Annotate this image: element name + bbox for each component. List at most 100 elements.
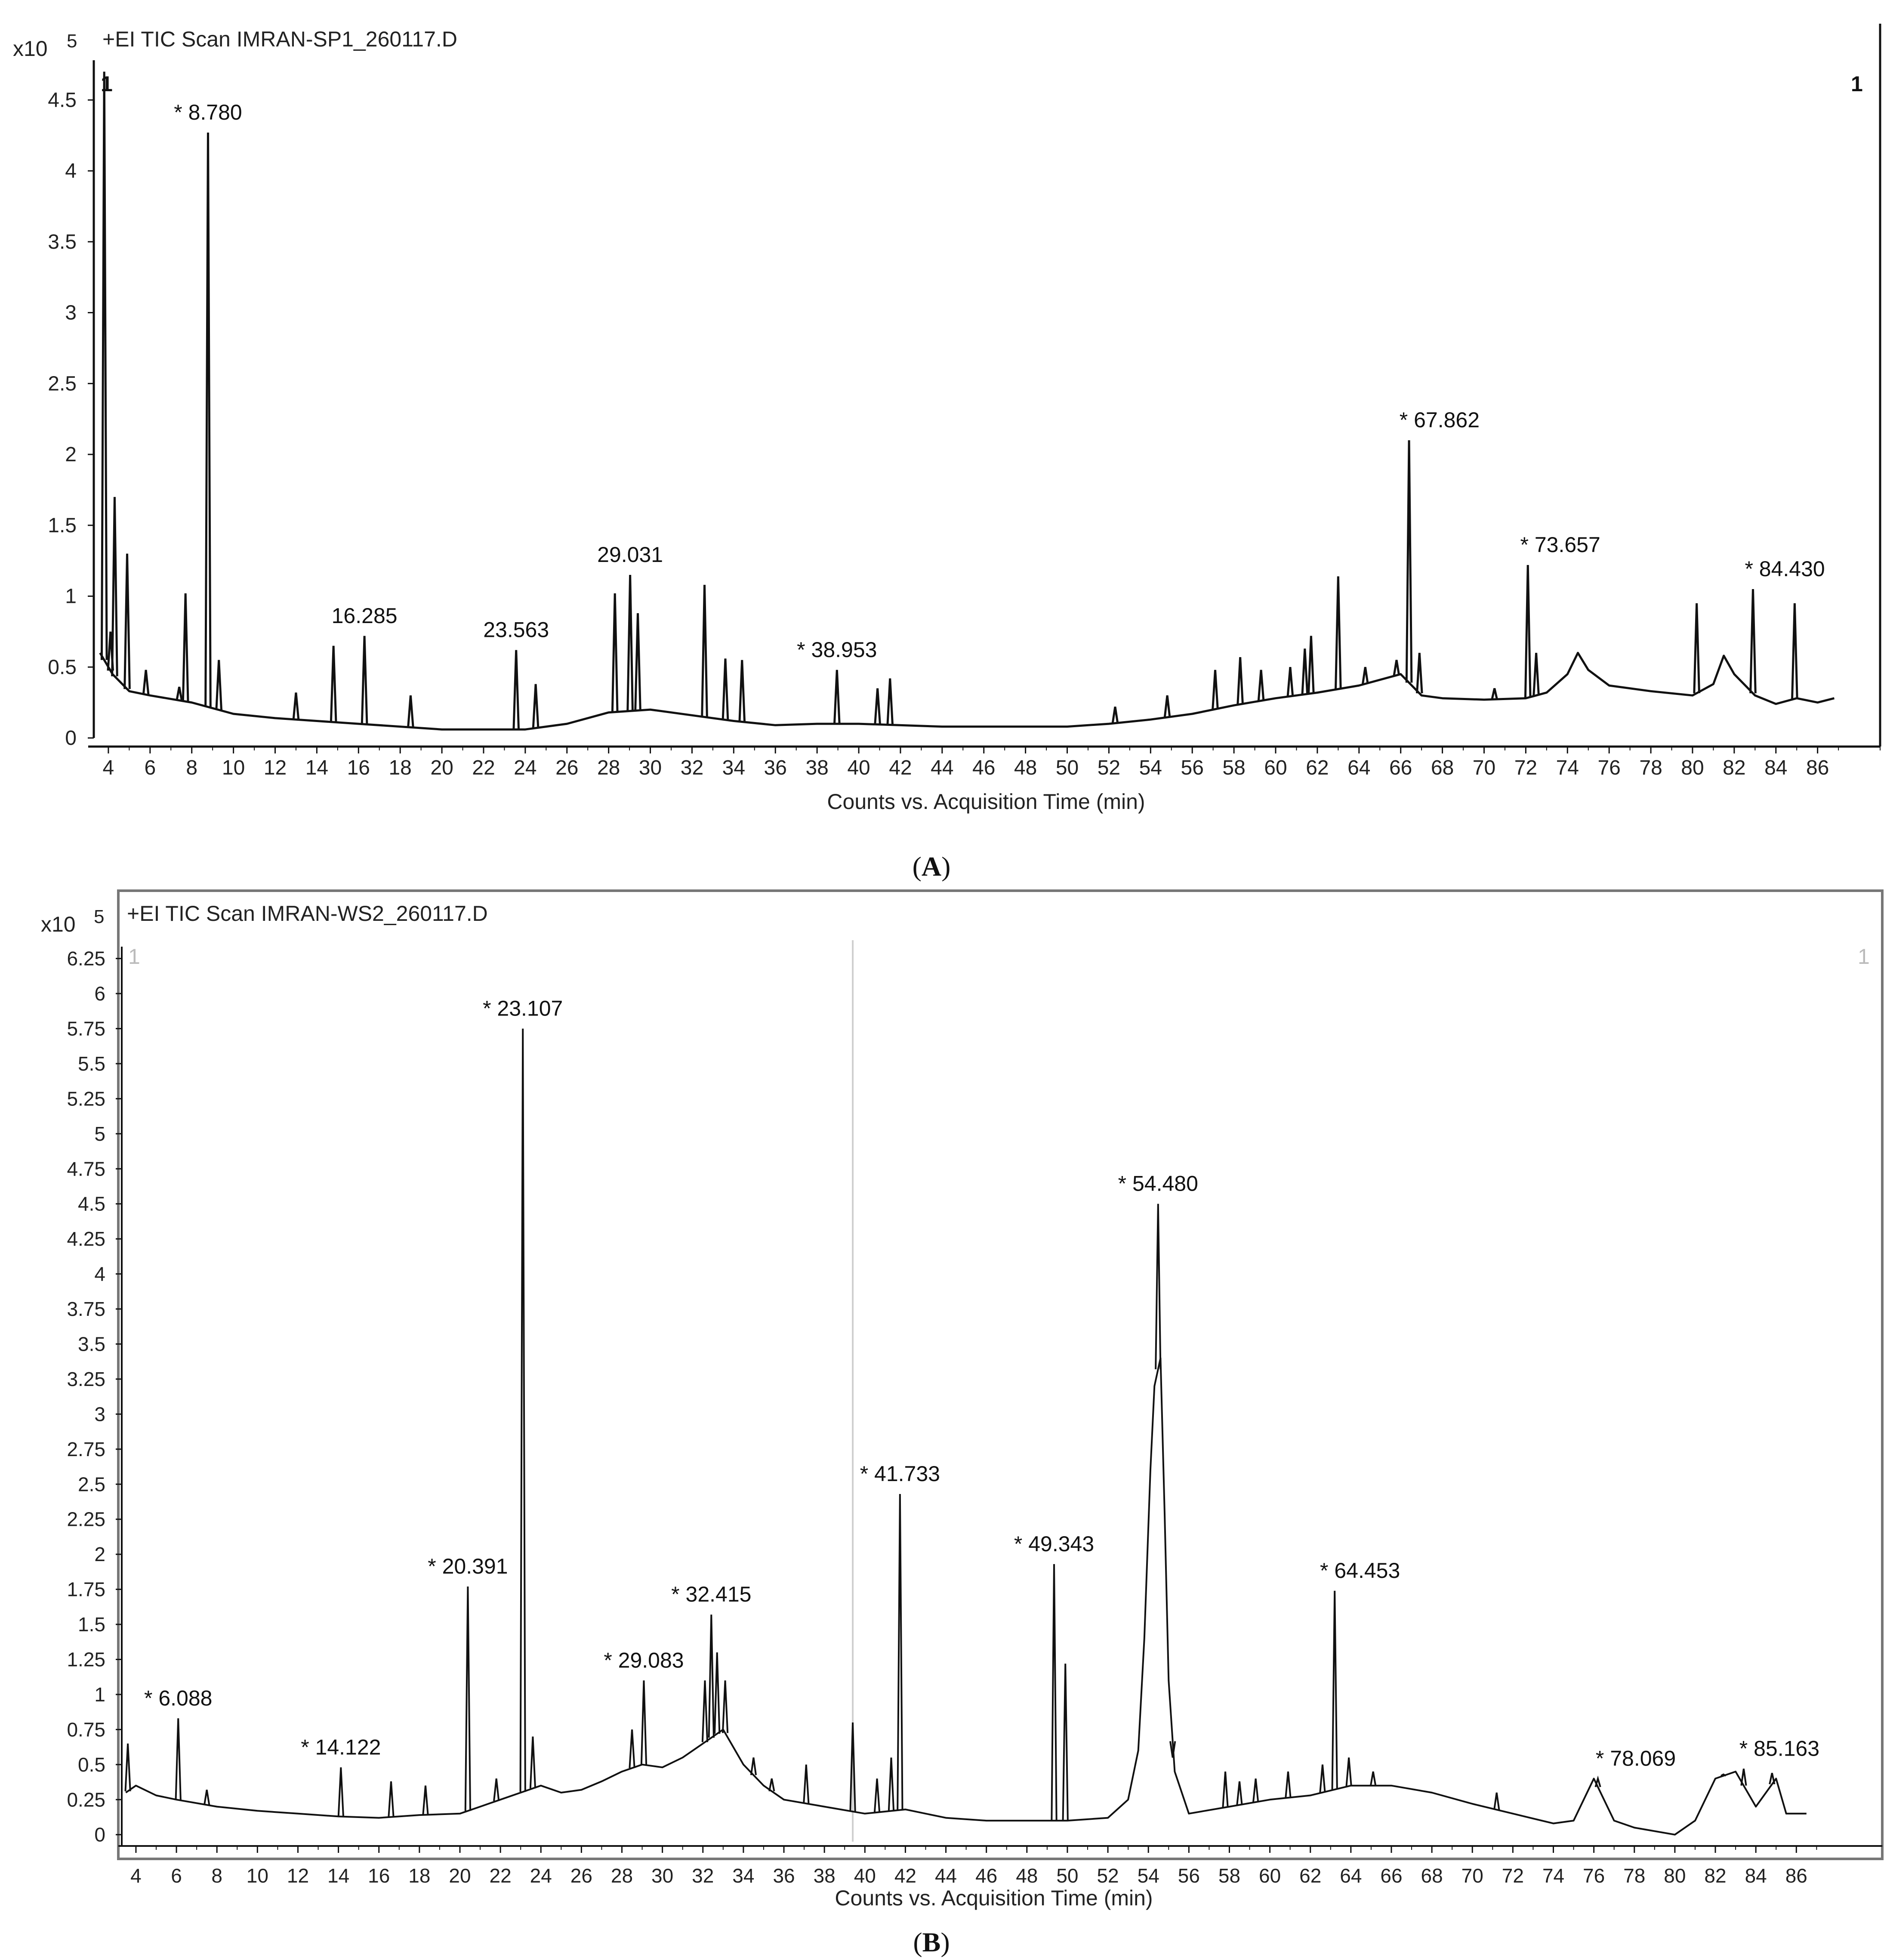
peak — [701, 585, 708, 717]
peak — [330, 645, 337, 722]
peak — [422, 1785, 429, 1815]
chart-b: x10 5 +EI TIC Scan IMRAN-WS2_260117.D 1 … — [41, 889, 1884, 1957]
peak-label: * 23.107 — [483, 996, 563, 1020]
peak — [1405, 440, 1413, 683]
x-tick-label: 78 — [1639, 756, 1662, 779]
peak — [1236, 657, 1244, 704]
x-tick-label: 8 — [186, 756, 197, 779]
x-tick-label: 34 — [732, 1864, 754, 1887]
x-tick-label: 38 — [814, 1864, 836, 1887]
x-tick-label: 50 — [1056, 1864, 1078, 1887]
panel-letter-b: B — [922, 1927, 941, 1957]
peak-label: * 38.953 — [797, 638, 877, 662]
peak — [215, 660, 222, 710]
x-axis-label-b: Counts vs. Acquisition Time (min) — [835, 1886, 1153, 1910]
x-tick-label: 72 — [1502, 1864, 1524, 1887]
x-tick-label: 34 — [722, 756, 745, 779]
x-tick-label: 30 — [651, 1864, 673, 1887]
chart-title-a: +EI TIC Scan IMRAN-SP1_260117.D — [102, 27, 457, 51]
x-tick-label: 20 — [430, 756, 453, 779]
x-tick-label: 24 — [514, 756, 536, 779]
x-tick-label: 46 — [975, 1864, 997, 1887]
x-tick-label: 6 — [171, 1864, 182, 1887]
x-tick-label: 70 — [1462, 1864, 1483, 1887]
marker-right-a: 1 — [1851, 72, 1863, 96]
scale-exponent-a: 5 — [67, 31, 77, 52]
peak-label: * 20.391 — [428, 1554, 508, 1578]
marker-left-a: 1 — [101, 72, 113, 96]
peak — [629, 1729, 635, 1769]
panel-label-b: (B) — [913, 1927, 950, 1957]
x-tick-label: 30 — [639, 756, 662, 779]
y-tick-label: 5.25 — [67, 1087, 105, 1110]
peak — [1111, 707, 1119, 723]
peak — [1720, 1773, 1727, 1777]
y-tick-label: 5 — [94, 1123, 105, 1145]
peak — [1791, 603, 1798, 699]
x-tick-label: 76 — [1583, 1864, 1605, 1887]
y-tick-label: 0.25 — [67, 1788, 105, 1811]
peak — [142, 670, 150, 695]
peak-label: * 14.122 — [301, 1735, 381, 1759]
y-tick-label: 4.5 — [78, 1193, 105, 1215]
x-tick-label: 58 — [1222, 756, 1245, 779]
y-tick-label: 3.75 — [67, 1298, 105, 1320]
x-tick-label: 14 — [327, 1864, 349, 1887]
x-tick-label: 22 — [472, 756, 495, 779]
peak — [1252, 1778, 1259, 1803]
x-tick-label: 86 — [1785, 1864, 1807, 1887]
x-tick-label: 20 — [449, 1864, 471, 1887]
peak — [1335, 576, 1342, 689]
tic-trace — [99, 651, 1835, 731]
peak — [1331, 1590, 1338, 1790]
peak — [1236, 1781, 1243, 1805]
peak — [849, 1722, 856, 1812]
peak — [176, 686, 183, 701]
x-tick-label: 28 — [611, 1864, 633, 1887]
x-tick-label: 48 — [1016, 1864, 1038, 1887]
peak — [897, 1494, 903, 1810]
x-tick-label: 54 — [1139, 756, 1162, 779]
x-tick-label: 42 — [894, 1864, 916, 1887]
x-tick-label: 4 — [130, 1864, 142, 1887]
y-tick-label: 0 — [65, 727, 77, 750]
peak — [182, 593, 189, 702]
y-tick-label: 2 — [94, 1543, 105, 1565]
peak — [803, 1764, 810, 1804]
peak — [1369, 1771, 1377, 1786]
peak — [493, 1778, 500, 1801]
x-tick-label: 10 — [247, 1864, 268, 1887]
x-tick-label: 22 — [490, 1864, 512, 1887]
y-tick-label: 4.25 — [67, 1228, 105, 1250]
x-tick-label: 84 — [1745, 1864, 1767, 1887]
peak-label: * 49.343 — [1014, 1532, 1094, 1556]
x-tick-label: 16 — [368, 1864, 390, 1887]
x-tick-label: 32 — [681, 756, 703, 779]
y-tick-label: 0.5 — [78, 1753, 105, 1776]
peak — [1212, 670, 1219, 710]
peak-label: * 54.480 — [1118, 1172, 1198, 1196]
y-tick-label: 3.25 — [67, 1368, 105, 1390]
x-tick-label: 26 — [570, 1864, 592, 1887]
x-tick-label: 54 — [1138, 1864, 1159, 1887]
peak — [1345, 1757, 1352, 1786]
x-tick-label: 46 — [972, 756, 995, 779]
x-tick-label: 24 — [530, 1864, 552, 1887]
x-tick-label: 40 — [854, 1864, 876, 1887]
peak — [1155, 1204, 1162, 1370]
peak-label: * 64.453 — [1320, 1559, 1400, 1583]
x-tick-label: 66 — [1380, 1864, 1402, 1887]
peak — [833, 670, 841, 724]
peak — [1524, 565, 1532, 698]
peak — [175, 1718, 182, 1800]
y-tick-label: 5.5 — [78, 1053, 105, 1075]
peak-label: * 78.069 — [1596, 1746, 1676, 1770]
peak — [1051, 1564, 1058, 1821]
peak — [361, 636, 368, 725]
y-tick-label: 2.5 — [48, 372, 77, 395]
peak — [611, 593, 619, 712]
x-tick-label: 82 — [1704, 1864, 1726, 1887]
x-tick-label: 74 — [1542, 1864, 1564, 1887]
x-tick-label: 60 — [1264, 756, 1287, 779]
x-tick-label: 60 — [1259, 1864, 1281, 1887]
